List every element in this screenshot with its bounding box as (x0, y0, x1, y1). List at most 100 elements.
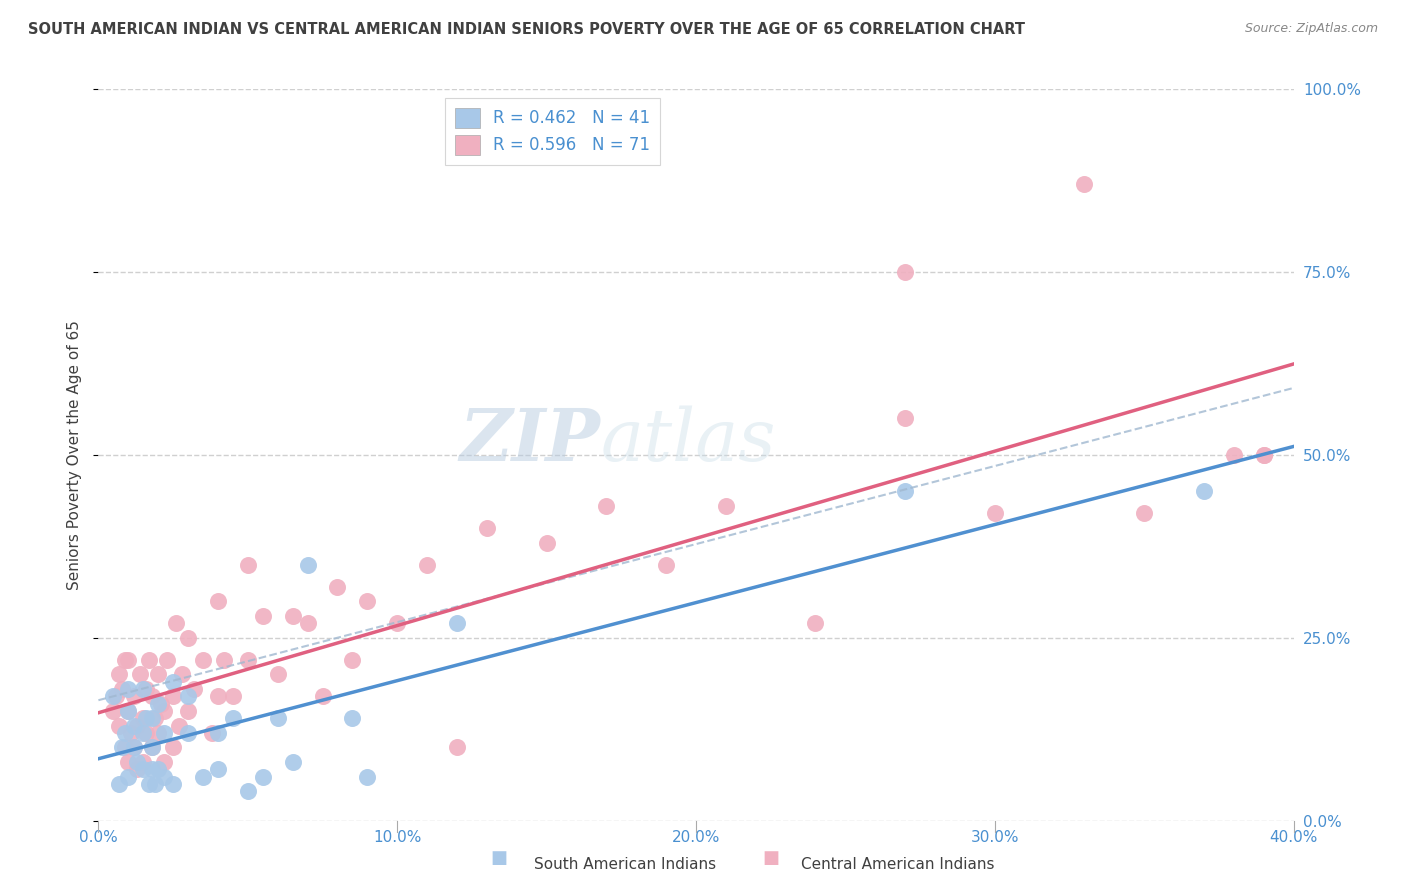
Point (114, 740, 136, 755)
Point (103, 704, 125, 718)
Point (222, 711, 245, 725)
Point (1073, 178, 1095, 192)
Point (132, 755, 155, 769)
Point (153, 726, 176, 740)
Point (236, 558, 259, 572)
Point (153, 755, 176, 769)
Point (207, 726, 229, 740)
Point (117, 653, 139, 667)
Point (132, 711, 155, 725)
Text: atlas: atlas (600, 405, 776, 475)
Point (536, 535, 558, 549)
Point (212, 653, 235, 667)
Point (111, 740, 134, 755)
Point (172, 667, 194, 681)
Point (446, 740, 468, 755)
Point (201, 726, 224, 740)
Point (132, 763, 155, 777)
Point (236, 784, 259, 798)
Point (138, 653, 160, 667)
Point (191, 653, 214, 667)
Text: Central American Indians: Central American Indians (801, 857, 995, 872)
Point (167, 718, 190, 732)
Point (120, 726, 142, 740)
Point (108, 718, 131, 732)
Point (103, 690, 125, 704)
Point (150, 697, 173, 711)
Point (297, 558, 319, 572)
Point (416, 558, 439, 572)
Point (117, 770, 139, 784)
Point (162, 777, 184, 791)
Point (183, 681, 205, 696)
Point (148, 763, 170, 777)
Point (162, 740, 184, 755)
Point (148, 697, 170, 711)
Point (342, 711, 364, 725)
Point (177, 631, 200, 645)
Point (108, 667, 131, 681)
Point (894, 265, 917, 279)
Point (342, 653, 364, 667)
Text: ■: ■ (762, 849, 779, 867)
Point (207, 763, 229, 777)
Point (177, 690, 200, 704)
Point (191, 770, 214, 784)
Point (135, 711, 157, 725)
Point (252, 770, 274, 784)
Point (156, 653, 179, 667)
Point (111, 681, 134, 696)
Point (311, 690, 333, 704)
Point (127, 763, 149, 777)
Point (117, 681, 139, 696)
Point (148, 667, 170, 681)
Point (655, 558, 678, 572)
Point (446, 616, 468, 631)
Point (207, 690, 229, 704)
Text: SOUTH AMERICAN INDIAN VS CENTRAL AMERICAN INDIAN SENIORS POVERTY OVER THE AGE OF: SOUTH AMERICAN INDIAN VS CENTRAL AMERICA… (28, 22, 1025, 37)
Point (143, 777, 166, 791)
Point (984, 507, 1007, 521)
Point (177, 726, 200, 740)
Text: ZIP: ZIP (460, 405, 600, 475)
Point (124, 718, 146, 732)
Point (153, 704, 176, 718)
Point (326, 580, 349, 594)
Point (356, 594, 378, 608)
Point (141, 740, 163, 755)
Point (148, 726, 170, 740)
Point (714, 499, 737, 513)
Point (207, 594, 229, 608)
Point (153, 770, 176, 784)
Point (297, 616, 319, 631)
Point (165, 616, 187, 631)
Point (177, 704, 200, 718)
Y-axis label: Seniors Poverty Over the Age of 65: Seniors Poverty Over the Age of 65 (67, 320, 83, 590)
Point (108, 777, 131, 791)
Text: Source: ZipAtlas.com: Source: ZipAtlas.com (1244, 22, 1378, 36)
Point (894, 411, 917, 425)
Point (135, 681, 157, 696)
Point (132, 681, 155, 696)
Point (114, 653, 136, 667)
Point (281, 755, 304, 769)
Point (1253, 448, 1275, 462)
Point (894, 484, 917, 499)
Point (141, 711, 163, 725)
Point (143, 711, 166, 725)
Point (135, 726, 157, 740)
Point (162, 674, 184, 689)
Point (162, 690, 184, 704)
Legend: R = 0.462   N = 41, R = 0.596   N = 71: R = 0.462 N = 41, R = 0.596 N = 71 (444, 97, 661, 165)
Point (117, 755, 139, 769)
Point (124, 740, 146, 755)
Point (475, 521, 498, 535)
Point (1133, 507, 1156, 521)
Point (222, 690, 245, 704)
Point (281, 608, 304, 623)
Point (804, 616, 827, 631)
Point (114, 726, 136, 740)
Point (356, 770, 378, 784)
Point (595, 499, 617, 513)
Point (1192, 484, 1215, 499)
